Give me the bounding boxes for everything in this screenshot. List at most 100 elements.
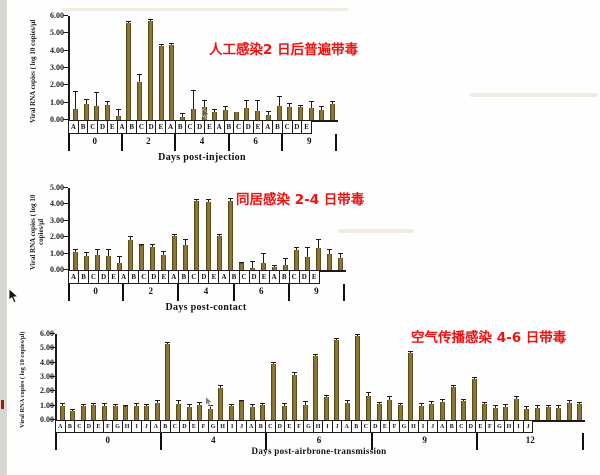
error-bar-cap (577, 401, 583, 403)
bar (150, 247, 156, 270)
error-bar-cap (201, 99, 207, 101)
error-bar-cap (249, 260, 255, 262)
error-bar (536, 405, 538, 408)
bar (503, 407, 509, 420)
bar (115, 115, 121, 120)
x-axis-title: Days post-contact (165, 302, 247, 313)
error-bar-cap (482, 401, 488, 403)
y-axis-ticks: 0.00 1.00 2.00 3.00 4.00 5.00 6.00 (31, 330, 56, 424)
bar (244, 107, 250, 120)
bar (91, 404, 97, 420)
error-bar-cap (313, 353, 319, 355)
bar (319, 110, 325, 120)
error-bar-cap (105, 100, 111, 102)
error-bar (139, 74, 141, 82)
error-bar (278, 96, 280, 107)
error-bar (214, 110, 216, 113)
error-bar-cap (169, 42, 175, 44)
day-group-separator (177, 284, 180, 301)
y-axis-ticks: 0.00 1.00 2.00 3.00 4.00 5.00 (41, 184, 66, 274)
error-bar-cap (128, 236, 134, 238)
day-group-separator (287, 284, 290, 301)
day-group-label: 0 (93, 286, 98, 296)
error-bar-cap (260, 402, 266, 404)
error-bar-cap (216, 233, 222, 235)
tick-label: 6.00 (40, 329, 54, 338)
plot-area (63, 15, 338, 122)
error-bar-cap (183, 238, 189, 240)
bar (249, 407, 255, 420)
error-bar (328, 249, 330, 255)
error-bar-cap (293, 246, 299, 248)
bar (397, 404, 403, 420)
bar (418, 406, 424, 420)
bar (366, 396, 372, 420)
bar (276, 106, 282, 120)
error-bar (262, 403, 264, 405)
error-bar-cap (73, 249, 79, 251)
bar (158, 46, 164, 120)
error-bar (579, 402, 581, 405)
bar (387, 399, 393, 420)
day-group-label: 9 (306, 136, 312, 146)
error-bar (104, 404, 106, 406)
error-bar (431, 402, 433, 405)
bar (577, 404, 583, 420)
error-bar-cap (330, 100, 336, 102)
tick-label: 3.00 (40, 372, 54, 381)
error-bar (107, 101, 109, 106)
error-bar (185, 239, 187, 245)
y-axis-ticks: 0.00 1.00 2.00 3.00 4.00 5.00 6.00 (41, 12, 66, 124)
day-group-separator (68, 134, 70, 151)
tick-mark (50, 419, 55, 420)
day-group-separator (281, 134, 284, 151)
letter-cell: J (522, 420, 534, 433)
error-bar (515, 397, 517, 400)
bar (172, 235, 178, 270)
error-bar (315, 354, 317, 357)
tick-mark (50, 376, 55, 377)
error-bar-cap (147, 19, 153, 21)
day-group-label: 2 (146, 136, 151, 146)
error-bar-cap (123, 404, 129, 406)
error-bar (188, 404, 190, 408)
error-bar (220, 386, 222, 388)
bar (207, 408, 213, 420)
error-bar-cap (165, 341, 171, 343)
error-bar (289, 104, 291, 107)
tick-label: 0.00 (50, 115, 64, 124)
tick-mark (50, 404, 55, 406)
error-bar-cap (492, 404, 498, 406)
error-bar (272, 362, 274, 365)
bar (545, 407, 551, 420)
error-bar-cap (297, 105, 303, 107)
error-bar (267, 112, 269, 115)
error-bar-cap (115, 109, 121, 111)
annotation-post-contact: 同居感染 2-4 日带毒 (236, 192, 365, 208)
error-bar-cap (334, 338, 340, 340)
error-bar (299, 106, 301, 107)
error-bar (93, 403, 95, 405)
error-bar (441, 399, 443, 403)
tick-label: 2.00 (50, 232, 64, 242)
bar (265, 114, 271, 120)
tick-mark (63, 67, 68, 68)
error-bar-cap (308, 100, 314, 102)
error-bar-cap (239, 399, 245, 401)
error-bar-cap (471, 376, 477, 378)
bar (94, 106, 100, 120)
bar (212, 112, 218, 120)
error-bar (484, 402, 486, 405)
error-bar (251, 261, 253, 268)
error-bar (240, 262, 242, 264)
annotation-post-injection: 人工感染2 日后普遍带毒 (209, 42, 359, 58)
error-bar (114, 404, 116, 406)
letter-cell: E (308, 270, 320, 284)
bar (183, 244, 189, 270)
page-edge-red-mark (1, 400, 4, 409)
tick-mark (50, 347, 55, 349)
error-bar (325, 395, 327, 398)
bar (249, 267, 255, 270)
day-group-separator (370, 433, 373, 450)
